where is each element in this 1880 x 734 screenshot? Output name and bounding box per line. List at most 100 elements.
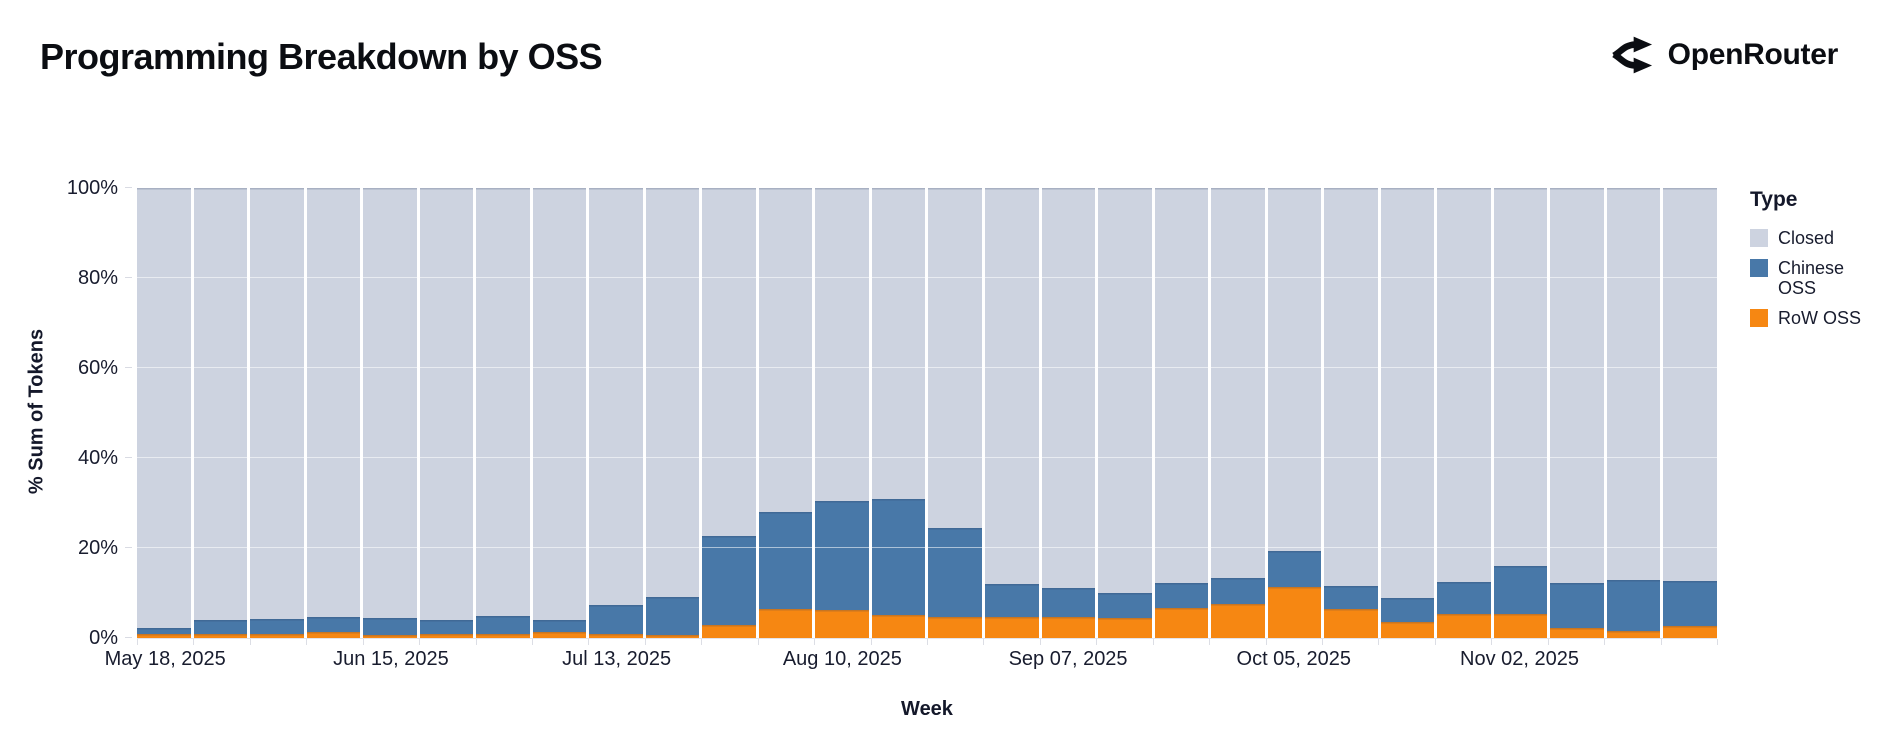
y-tick-mark (125, 457, 132, 458)
bar-segment-chinese-oss (1098, 593, 1152, 618)
bar-week[interactable] (193, 188, 248, 638)
bar-segment-chinese-oss (871, 498, 926, 616)
x-tick-mark (1491, 639, 1493, 645)
bar-week[interactable] (476, 188, 530, 638)
x-tick-mark (701, 639, 703, 645)
legend-item-closed[interactable]: Closed (1750, 228, 1876, 249)
y-axis-title: % Sum of Tokens (25, 328, 48, 495)
bar-segment-closed (645, 188, 700, 597)
bar-segment-row-oss (363, 634, 417, 638)
x-axis-title: Week (901, 698, 953, 720)
y-tick-label: 100% (66, 177, 118, 199)
bar-segment-row-oss (1041, 616, 1096, 638)
legend-item-chinese-oss[interactable]: Chinese OSS (1750, 258, 1876, 299)
bar-segment-closed (984, 188, 1039, 584)
bar-week[interactable] (1380, 188, 1435, 638)
x-tick-label: Jun 15, 2025 (333, 648, 449, 670)
x-tick-mark (870, 639, 872, 645)
bar-segment-row-oss (758, 609, 813, 638)
bar-week[interactable] (1550, 188, 1604, 638)
bar-week[interactable] (1493, 188, 1548, 638)
x-axis-ticks (137, 639, 1718, 647)
bar-segment-chinese-oss (589, 605, 643, 635)
x-axis-labels: May 18, 2025 Jun 15, 2025 Jul 13, 2025 Aug … (105, 648, 1717, 674)
x-axis-line (137, 638, 1717, 639)
bar-week[interactable] (137, 188, 191, 638)
x-tick-mark (1717, 639, 1718, 645)
x-tick-mark (475, 639, 477, 645)
bar-segment-closed (1098, 188, 1152, 594)
bar-week[interactable] (250, 188, 304, 638)
bar-segment-chinese-oss (702, 536, 756, 625)
x-tick-mark (1152, 639, 1154, 645)
bar-segment-row-oss (193, 633, 248, 638)
bar-week[interactable] (984, 188, 1039, 638)
y-axis: 0% 20% 40% 60% 80% 100% (20, 178, 132, 648)
x-tick-mark (1322, 639, 1323, 645)
bar-segment-closed (1663, 188, 1717, 581)
bar-week[interactable] (419, 188, 474, 638)
bar-week[interactable] (928, 188, 982, 638)
bar-week[interactable] (532, 188, 587, 638)
bar-week[interactable] (1437, 188, 1491, 638)
bar-week[interactable] (702, 188, 756, 638)
bar-week[interactable] (758, 188, 813, 638)
legend-title: Type (1750, 188, 1798, 211)
legend-label: Closed (1778, 228, 1835, 248)
x-tick-label: Nov 02, 2025 (1460, 648, 1579, 670)
bar-segment-chinese-oss (1493, 565, 1548, 615)
bar-segment-chinese-oss (1380, 597, 1435, 623)
bar-week[interactable] (306, 188, 361, 638)
bar-week[interactable] (871, 188, 926, 638)
y-tick-label: 60% (77, 357, 118, 379)
bar-week[interactable] (815, 188, 869, 638)
bar-week[interactable] (1041, 188, 1096, 638)
x-tick-mark (1039, 639, 1041, 645)
y-tick-mark (125, 277, 132, 278)
x-tick-mark (249, 639, 251, 645)
bar-segment-closed (1211, 188, 1265, 579)
bar-segment-chinese-oss (984, 583, 1039, 617)
bar-segment-chinese-oss (1041, 587, 1096, 617)
bar-segment-closed (871, 188, 926, 499)
closed-swatch-icon (1750, 229, 1768, 247)
bar-segment-row-oss (1380, 622, 1435, 638)
x-tick-label: Jul 13, 2025 (562, 648, 672, 670)
bar-week[interactable] (1154, 188, 1209, 638)
bar-segment-chinese-oss (1663, 580, 1717, 626)
bar-segment-chinese-oss (815, 500, 869, 611)
bar-segment-row-oss (984, 616, 1039, 638)
bar-segment-row-oss (1493, 614, 1548, 638)
legend-item-row-oss[interactable]: RoW OSS (1750, 308, 1876, 329)
y-tick-mark (125, 187, 132, 188)
bar-week[interactable] (1606, 188, 1661, 638)
bar-week[interactable] (1211, 188, 1265, 638)
bar-segment-closed (419, 188, 474, 621)
bar-segment-row-oss (1324, 608, 1378, 638)
bar-segment-row-oss (1550, 627, 1604, 638)
bar-segment-closed (702, 188, 756, 537)
x-tick-mark (1265, 639, 1267, 645)
bar-week[interactable] (363, 188, 417, 638)
legend: Type Closed Chinese OSS RoW OSS (1750, 188, 1876, 338)
bar-segment-chinese-oss (363, 618, 417, 635)
bar-segment-row-oss (137, 633, 191, 638)
bar-week[interactable] (589, 188, 643, 638)
bar-week[interactable] (1098, 188, 1152, 638)
x-tick-mark (419, 639, 421, 645)
bar-week[interactable] (1324, 188, 1378, 638)
bar-segment-closed (1267, 188, 1322, 552)
bar-week[interactable] (1663, 188, 1717, 638)
bar-segment-closed (1324, 188, 1378, 586)
bar-segment-chinese-oss (928, 528, 982, 618)
bar-segment-row-oss (419, 634, 474, 638)
bar-segment-closed (532, 188, 587, 621)
y-tick-mark (125, 367, 132, 368)
openrouter-logo-icon (1611, 34, 1654, 76)
bar-week[interactable] (645, 188, 700, 638)
legend-label: Chinese OSS (1778, 257, 1845, 299)
brand-name: OpenRouter (1667, 38, 1839, 71)
bar-segment-chinese-oss (1606, 579, 1661, 631)
bar-week[interactable] (1267, 188, 1322, 638)
